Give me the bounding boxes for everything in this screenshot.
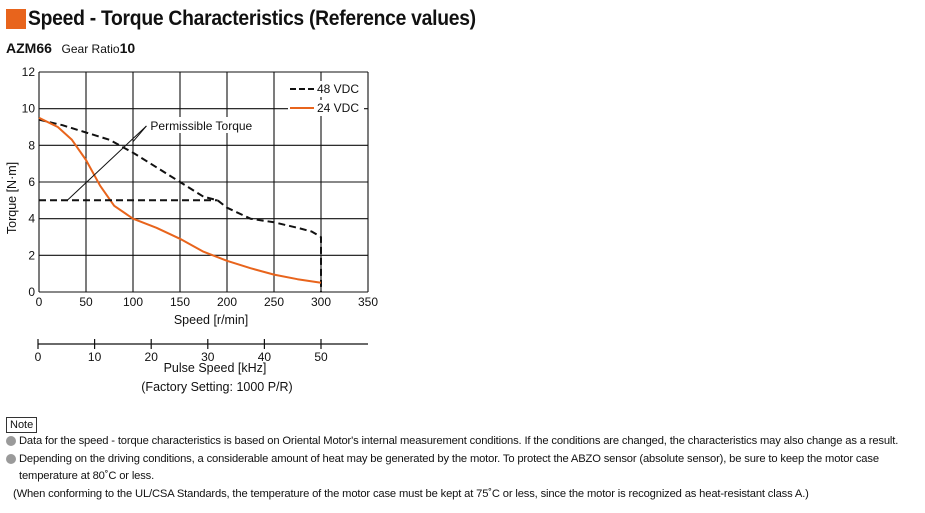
pulse-axis-label: Pulse Speed [kHz] [164, 361, 267, 375]
y-tick-label: 0 [28, 285, 35, 299]
y-tick-label: 6 [28, 175, 35, 189]
notes-list: Data for the speed - torque characterist… [6, 433, 921, 503]
title-row: Speed - Torque Characteristics (Referenc… [6, 6, 515, 32]
pulse-tick-label: 10 [88, 350, 102, 364]
pulse-tick-label: 0 [35, 350, 42, 364]
y-tick-label: 2 [28, 248, 35, 262]
y-tick-label: 8 [28, 138, 35, 152]
x-tick-label: 200 [217, 295, 237, 309]
series-line-24-vdc [38, 116, 322, 284]
annotation-leader [132, 125, 147, 142]
gear-ratio-label: Gear Ratio [61, 42, 120, 56]
legend-entry: 48 VDC [317, 82, 359, 96]
pulse-tick-label: 20 [145, 350, 159, 364]
x-tick-label: 250 [264, 295, 284, 309]
model-name: AZM66 [6, 40, 52, 56]
note-item: Data for the speed - torque characterist… [6, 433, 921, 451]
y-axis-label: Torque [N·m] [5, 162, 19, 234]
pulse-tick-label: 30 [201, 350, 215, 364]
chart-legend: 48 VDC 24 VDC [288, 81, 364, 116]
gear-ratio-value: 10 [119, 40, 136, 56]
note-item: Depending on the driving conditions, a c… [6, 451, 921, 486]
note-text-1: Data for the speed - torque characterist… [19, 435, 899, 447]
pulse-tick-label: 50 [314, 350, 328, 364]
note-label: Note [6, 417, 38, 433]
legend-bg [288, 100, 364, 116]
bullet-icon [6, 453, 16, 464]
chart-axes: 0 50 100 150 200 250 300 350 0 2 4 6 8 10 12 [22, 65, 379, 309]
pulse-axis-sublabel: (Factory Setting: 1000 P/R) [141, 380, 292, 394]
model-row: AZM66 Gear Ratio10 [6, 40, 135, 56]
chart-series [38, 116, 322, 292]
x-tick-label: 350 [358, 295, 378, 309]
series-line-48-vdc [38, 118, 322, 292]
note-text-2: Depending on the driving conditions, a c… [19, 452, 879, 483]
x-tick-label: 150 [170, 295, 190, 309]
page-title: Speed - Torque Characteristics (Referenc… [28, 7, 476, 30]
x-axis-label: Speed [r/min] [174, 313, 248, 327]
y-tick-label: 12 [22, 65, 36, 79]
note-extra: (When conforming to the UL/CSA Standards… [13, 487, 809, 500]
title-square-icon [6, 9, 26, 29]
bullet-icon [6, 436, 16, 446]
annotation-leader [66, 125, 147, 201]
x-tick-label: 50 [79, 295, 93, 309]
annotation-bg [146, 117, 255, 133]
x-tick-label: 300 [311, 295, 331, 309]
x-tick-label: 0 [36, 295, 43, 309]
pulse-speed-axis: 0 10 20 30 40 50 [35, 339, 368, 364]
annotation-text: Permissible Torque [150, 119, 252, 133]
pulse-tick-label: 40 [258, 350, 272, 364]
chart-annotations: Permissible Torque [66, 117, 255, 201]
legend-entry: 24 VDC [317, 101, 359, 115]
x-tick-label: 100 [123, 295, 143, 309]
y-tick-label: 10 [22, 102, 36, 116]
y-tick-label: 4 [28, 212, 35, 226]
legend-bg [288, 81, 364, 97]
